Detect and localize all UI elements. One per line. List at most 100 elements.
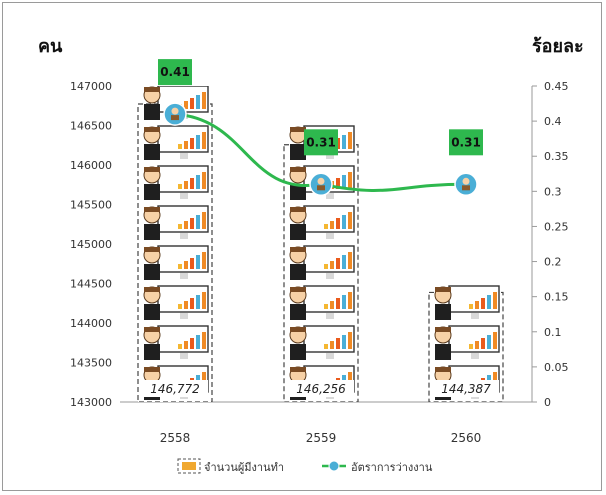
person-suit-icon bbox=[290, 184, 306, 200]
bar-pictogram-tile bbox=[289, 325, 355, 360]
chart-bars-icon bbox=[475, 341, 479, 349]
bar-label-bg bbox=[433, 380, 499, 397]
chart-bars-icon bbox=[202, 132, 206, 149]
monitor-icon bbox=[303, 325, 355, 353]
line-point: 0.31 bbox=[449, 129, 483, 197]
point-label-box bbox=[304, 129, 338, 156]
monitor-stand-icon bbox=[326, 353, 334, 359]
chart-bars-icon bbox=[342, 295, 346, 309]
chart-bars-icon bbox=[178, 144, 182, 149]
legend: จำนวนผู้มีงานทำ อัตราการว่างงาน bbox=[177, 458, 433, 474]
right-tick-label: 0.05 bbox=[544, 361, 569, 374]
person-hair-icon bbox=[290, 327, 306, 332]
person-hair-icon bbox=[144, 247, 160, 252]
chart-bars-icon bbox=[348, 172, 352, 189]
x-tick-label: 2559 bbox=[306, 431, 337, 445]
bar: 144,387 bbox=[428, 285, 504, 402]
monitor-stand-icon bbox=[180, 153, 188, 159]
person-hair-icon bbox=[144, 167, 160, 172]
chart-bars-icon bbox=[196, 135, 200, 149]
bar-pictogram-tile bbox=[143, 325, 209, 360]
person-hair-icon bbox=[290, 287, 306, 292]
right-tick-label: 0.15 bbox=[544, 291, 569, 304]
line-point: 0.41 bbox=[158, 59, 192, 126]
chart-bars-icon bbox=[330, 301, 334, 309]
monitor-icon bbox=[303, 205, 355, 233]
person-hair-icon bbox=[144, 327, 160, 332]
chart-bars-icon bbox=[487, 295, 491, 309]
monitor-stand-icon bbox=[180, 353, 188, 359]
chart-bars-icon bbox=[348, 332, 352, 349]
left-tick-label: 146000 bbox=[70, 159, 112, 172]
chart-bars-icon bbox=[190, 218, 194, 229]
monitor-icon bbox=[303, 285, 355, 313]
right-axis-unit: ร้อยละ bbox=[532, 36, 584, 57]
chart-bars-icon bbox=[184, 181, 188, 189]
person-suit-icon bbox=[144, 104, 160, 120]
monitor-stand-icon bbox=[180, 233, 188, 239]
left-tick-label: 143000 bbox=[70, 396, 112, 409]
person-hair-icon bbox=[290, 207, 306, 212]
chart-bars-icon bbox=[330, 221, 334, 229]
chart-bars-icon bbox=[184, 221, 188, 229]
chart-bars-icon bbox=[324, 224, 328, 229]
monitor-icon bbox=[303, 245, 355, 273]
person-suit-icon bbox=[144, 184, 160, 200]
right-tick-label: 0.4 bbox=[544, 115, 562, 128]
legend-label-employed: จำนวนผู้มีงานทำ bbox=[204, 461, 284, 474]
person-hair-icon bbox=[435, 367, 451, 372]
person-head-icon bbox=[462, 177, 470, 185]
left-tick-label: 146500 bbox=[70, 120, 112, 133]
monitor-stand-icon bbox=[471, 313, 479, 319]
line-point: 0.31 bbox=[304, 129, 338, 197]
left-tick-label: 143500 bbox=[70, 357, 112, 370]
person-hair-icon bbox=[144, 207, 160, 212]
chart-bars-icon bbox=[196, 335, 200, 349]
person-hair-icon bbox=[144, 287, 160, 292]
x-tick-label: 2560 bbox=[451, 431, 482, 445]
chart-bars-icon bbox=[487, 335, 491, 349]
chart-bars-icon bbox=[190, 138, 194, 149]
bar: 146,772 bbox=[137, 86, 213, 402]
chart-bars-icon bbox=[348, 252, 352, 269]
person-suit-icon bbox=[144, 344, 160, 360]
bar-label-bg bbox=[142, 380, 208, 397]
chart-bars-icon bbox=[342, 135, 346, 149]
person-hair-icon bbox=[144, 87, 160, 92]
chart-bars-icon bbox=[196, 95, 200, 109]
chart-bars-icon bbox=[184, 341, 188, 349]
right-tick-label: 0 bbox=[544, 396, 551, 409]
chart-bars-icon bbox=[342, 215, 346, 229]
bar-data-label: 146,772 bbox=[150, 382, 200, 396]
chart-bars-icon bbox=[324, 264, 328, 269]
chart-bars-icon bbox=[336, 258, 340, 269]
legend-bar-swatch-fill bbox=[182, 462, 196, 470]
chart-bars-icon bbox=[493, 292, 497, 309]
chart-bars-icon bbox=[469, 344, 473, 349]
bar-pictogram-tile bbox=[289, 245, 355, 280]
chart-bars-icon bbox=[342, 335, 346, 349]
left-tick-label: 145500 bbox=[70, 199, 112, 212]
left-tick-label: 145000 bbox=[70, 238, 112, 251]
monitor-icon bbox=[157, 205, 209, 233]
person-hair-icon bbox=[290, 367, 306, 372]
bar-data-label: 146,256 bbox=[296, 382, 346, 396]
bar-label-bg bbox=[288, 380, 354, 397]
bar-pictogram-tile bbox=[143, 205, 209, 240]
chart-bars-icon bbox=[336, 178, 340, 189]
right-tick-label: 0.45 bbox=[544, 80, 569, 93]
chart-bars-icon bbox=[178, 304, 182, 309]
monitor-icon bbox=[157, 325, 209, 353]
monitor-stand-icon bbox=[326, 313, 334, 319]
person-body-icon bbox=[462, 185, 470, 191]
chart-bars-icon bbox=[202, 292, 206, 309]
monitor-icon bbox=[157, 245, 209, 273]
chart-bars-icon bbox=[184, 301, 188, 309]
legend-line-marker bbox=[328, 460, 340, 472]
chart-bars-icon bbox=[336, 218, 340, 229]
point-label-box bbox=[158, 59, 192, 86]
right-tick-label: 0.35 bbox=[544, 150, 569, 163]
chart-bars-icon bbox=[348, 132, 352, 149]
chart-bars-icon bbox=[342, 175, 346, 189]
person-suit-icon bbox=[290, 144, 306, 160]
